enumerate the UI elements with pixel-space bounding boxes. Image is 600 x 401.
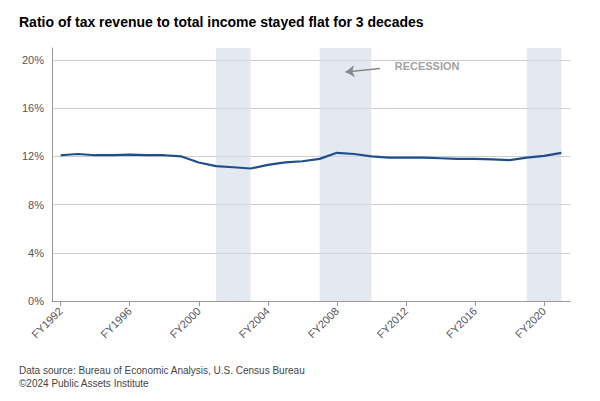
svg-text:FY2012: FY2012 — [375, 305, 411, 341]
svg-text:8%: 8% — [28, 199, 44, 211]
svg-text:20%: 20% — [22, 54, 44, 66]
svg-text:FY2008: FY2008 — [305, 305, 341, 341]
svg-text:Ratio of tax revenue to total: Ratio of tax revenue to total income sta… — [19, 14, 424, 30]
svg-text:12%: 12% — [22, 150, 44, 162]
svg-text:16%: 16% — [22, 102, 44, 114]
svg-text:RECESSION: RECESSION — [395, 60, 460, 72]
svg-text:FY2000: FY2000 — [167, 305, 203, 341]
svg-text:FY2004: FY2004 — [236, 305, 272, 341]
svg-text:Data source: Bureau of Economi: Data source: Bureau of Economic Analysis… — [19, 365, 305, 376]
svg-text:4%: 4% — [28, 247, 44, 259]
svg-text:FY2020: FY2020 — [513, 305, 549, 341]
svg-text:FY1996: FY1996 — [98, 305, 134, 341]
svg-text:©2024 Public Assets Institute: ©2024 Public Assets Institute — [19, 378, 149, 389]
svg-text:FY2016: FY2016 — [444, 305, 480, 341]
svg-text:0%: 0% — [28, 295, 44, 307]
svg-text:FY1992: FY1992 — [29, 305, 65, 341]
